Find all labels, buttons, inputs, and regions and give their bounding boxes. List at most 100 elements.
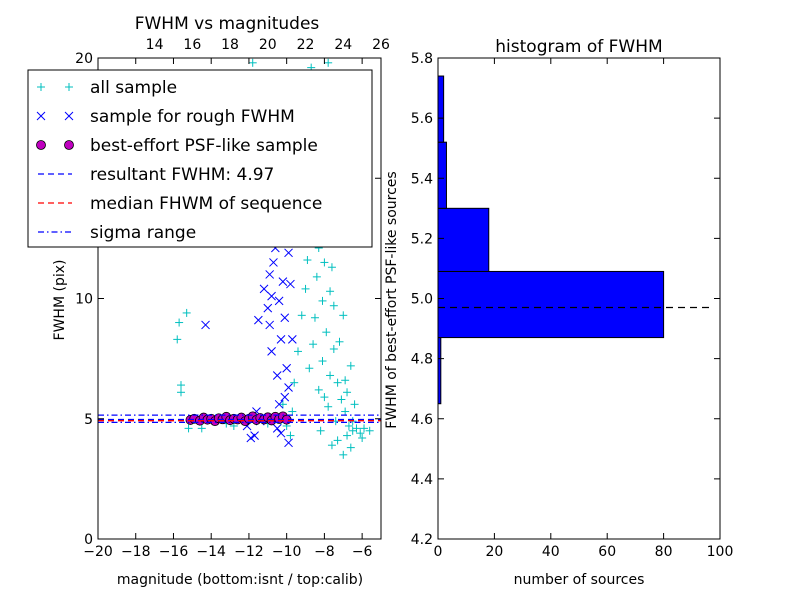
point-s0-26 <box>310 313 319 322</box>
point-s0-56 <box>320 393 329 402</box>
point-s0-61 <box>327 263 336 272</box>
right-ytick-label-2: 4.6 <box>411 412 433 428</box>
left-ytick-label-1: 5 <box>84 412 93 428</box>
legend-marker-b-1-b <box>64 111 74 121</box>
point-s0-50 <box>346 443 355 452</box>
right-ytick-label-3: 4.8 <box>411 352 433 368</box>
point-s1-0 <box>201 320 210 330</box>
left-top-tick-label-0: 14 <box>146 37 164 53</box>
point-s0-81 <box>326 287 335 296</box>
left-xtick-label-1: −18 <box>121 544 151 560</box>
point-s0-44 <box>352 424 361 433</box>
point-s0-80 <box>318 296 327 305</box>
point-s0-0 <box>173 335 182 344</box>
left-top-tick-label-6: 26 <box>372 37 390 53</box>
legend-marker-a-1-b <box>36 111 46 121</box>
legend-label-3: resultant FWHM: 4.97 <box>90 165 274 185</box>
point-s1-21-b <box>274 296 284 306</box>
point-s0-41 <box>341 407 350 416</box>
left-xtick-label-3: −14 <box>196 544 226 560</box>
point-s0-68 <box>365 426 374 435</box>
right-xtick-label-2: 40 <box>542 544 560 560</box>
right-ticks: 0 20 40 60 80 100 4.2 4.4 4.6 4.8 5.0 5.2 5.4 5.6 5.8 <box>411 51 734 560</box>
point-s1-11-b <box>272 371 282 380</box>
right-xtick-label-3: 60 <box>598 544 616 560</box>
point-s1-5-b <box>259 284 269 294</box>
legend-items: all sample sample for rough FWHM best-effo… <box>36 78 322 243</box>
right-title: histogram of FWHM <box>495 37 662 57</box>
left-top-tick-label-5: 24 <box>334 37 352 53</box>
point-s1-19 <box>286 279 295 289</box>
point-s1-8-b <box>267 347 276 356</box>
left-top-tick-label-2: 18 <box>221 37 239 53</box>
point-s1-30-b <box>280 392 290 402</box>
point-s0-2 <box>177 381 186 390</box>
point-s0-70 <box>305 364 314 373</box>
point-s1-21 <box>274 296 284 306</box>
point-s0-64 <box>248 58 257 67</box>
point-s1-32-b <box>250 431 259 440</box>
legend-label-0: all sample <box>90 78 177 98</box>
point-s0-20 <box>297 311 306 320</box>
legend-label-5: sigma range <box>90 223 196 243</box>
point-s1-29-b <box>284 383 293 392</box>
point-s0-22 <box>303 256 312 265</box>
point-s1-16-b <box>282 363 292 373</box>
right-xtick-label-1: 20 <box>485 544 503 560</box>
right-ytick-label-8: 5.8 <box>411 51 433 67</box>
right-xtick-label-0: 0 <box>434 544 443 560</box>
hist-bar-3 <box>437 141 447 209</box>
point-s0-14 <box>278 400 287 409</box>
point-s1-11 <box>272 371 282 380</box>
point-s1-17-b <box>284 438 293 448</box>
point-s1-34-b <box>276 335 286 344</box>
point-s1-31-b <box>272 424 282 433</box>
point-s0-35 <box>318 357 327 366</box>
legend-marker-b-1 <box>64 111 74 121</box>
point-s0-53 <box>343 431 352 440</box>
hist-bar-2 <box>437 207 490 272</box>
point-s1-7-b <box>265 320 275 330</box>
right-ytick-label-6: 5.4 <box>411 171 433 187</box>
point-s1-34 <box>276 335 286 344</box>
point-s1-35-b <box>265 270 275 279</box>
point-s0-37 <box>326 371 335 380</box>
point-s0-27 <box>312 272 321 281</box>
point-s0-38 <box>329 345 338 354</box>
point-s0-33 <box>324 58 333 67</box>
right-ytick-label-4: 5.0 <box>411 292 433 308</box>
right-ylabel: FWHM of best-effort PSF-like sources <box>384 171 400 428</box>
point-s0-58 <box>335 337 344 346</box>
legend-marker-b-0 <box>65 83 73 91</box>
left-xtick-label-0: −20 <box>83 544 113 560</box>
point-s0-4 <box>182 308 191 317</box>
left-top-tick-label-3: 20 <box>259 37 277 53</box>
point-s0-6 <box>197 424 206 433</box>
point-s0-5 <box>184 424 193 433</box>
left-legend: all sample sample for rough FWHM best-effo… <box>27 69 373 248</box>
point-s0-3 <box>177 388 186 397</box>
point-s1-36 <box>254 315 263 325</box>
point-s0-51 <box>324 402 333 411</box>
left-xtick-label-4: −12 <box>234 544 264 560</box>
right-xlabel: number of sources <box>514 572 645 588</box>
point-s0-40 <box>337 395 346 404</box>
point-s1-26 <box>278 277 288 287</box>
point-s1-12-b <box>274 399 284 409</box>
point-s1-13-b <box>276 428 286 438</box>
point-s0-55 <box>314 385 323 394</box>
point-s0-18 <box>290 378 299 387</box>
point-s1-18-b <box>284 248 293 258</box>
point-s0-47 <box>316 426 325 435</box>
point-s1-20-b <box>287 335 297 344</box>
left-ytick-label-0: 0 <box>84 532 93 548</box>
point-s0-45 <box>356 429 365 438</box>
point-s0-36 <box>322 328 331 337</box>
legend-marker-a-1 <box>36 111 46 121</box>
point-s1-36-b <box>254 315 263 325</box>
point-s1-18 <box>284 248 293 258</box>
right-ytick-label-5: 5.2 <box>411 231 433 247</box>
left-ytick-label-4: 20 <box>75 51 93 67</box>
left-xtick-label-5: −10 <box>272 544 302 560</box>
